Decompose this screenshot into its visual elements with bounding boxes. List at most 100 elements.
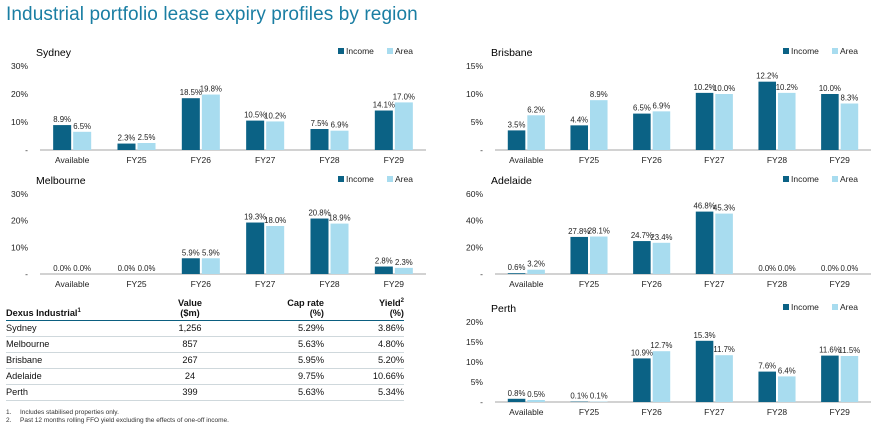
x-tick-label: FY29 [830,407,851,417]
cell-yield: 10.66% [324,368,404,385]
chart-title: Adelaide [491,175,532,187]
cell-cap-rate: 5.29% [232,320,324,337]
data-label-income: 0.8% [508,389,526,398]
bar-area [590,236,608,274]
data-label-income: 5.9% [182,248,200,257]
bar-area [715,94,733,150]
bar-area [394,267,413,274]
cell-value: 857 [148,336,232,353]
data-label-income: 20.8% [308,209,330,218]
data-label-income: 12.2% [756,72,778,81]
bar-area [527,400,545,402]
data-label-income: 4.4% [570,115,588,124]
data-label-area: 10.0% [713,84,735,93]
data-label-area: 28.1% [588,227,610,236]
x-tick-label: Available [55,155,90,165]
x-tick-label: FY27 [704,155,725,165]
legend-swatch-income [338,176,344,182]
bar-income [374,110,393,150]
chart-brisbane: Brisbane Income Area 15% 10% 5% - Available 3.5%… [466,46,871,165]
header-yield: Yield2 (%) [324,298,404,321]
bar-area [840,356,859,402]
y-tick-label: 20% [466,242,483,252]
data-label-income: 0.0% [53,264,71,273]
bar-income [821,355,839,402]
table-row: Melbourne 857 5.63% 4.80% [6,336,404,353]
x-tick-label: FY28 [767,155,788,165]
cell-region: Brisbane [6,352,148,369]
x-tick-label: Available [55,279,90,289]
x-tick-label: FY28 [767,407,788,417]
data-label-income: 10.2% [694,83,716,92]
y-tick-label: 30% [11,61,28,71]
cell-value: 399 [148,384,232,401]
data-label-area: 6.4% [778,366,796,375]
x-tick-label: FY26 [191,155,212,165]
bar-income [695,340,714,402]
data-label-area: 6.2% [527,105,545,114]
header-value: Value ($m) [148,298,232,321]
bar-income [374,266,393,274]
x-tick-label: FY26 [642,279,663,289]
bar-area [201,258,220,274]
data-label-area: 17.0% [393,92,415,101]
y-tick-label: 5% [471,377,484,387]
data-label-income: 46.8% [694,202,716,211]
y-tick-label: 20% [11,216,28,226]
cell-value: 267 [148,352,232,369]
y-tick-label: - [25,269,28,279]
data-label-area: 0.5% [527,390,545,399]
cell-cap-rate: 5.63% [232,336,324,353]
bar-income [310,218,329,274]
legend-label-income: Income [346,46,374,56]
legend-label-income: Income [791,302,819,312]
x-tick-label: FY25 [579,155,600,165]
bar-income [570,236,588,274]
bar-area [715,355,733,402]
data-label-area: 11.7% [713,345,735,354]
data-label-area: 12.7% [650,341,672,350]
legend-swatch-area [832,304,838,310]
table-header-row: Dexus Industrial1 Value ($m) Cap rate (%) … [6,298,404,321]
legend-label-area: Area [395,46,413,56]
header-cap-rate: Cap rate (%) [232,298,324,321]
data-label-area: 0.0% [841,264,859,273]
bar-area [652,351,671,402]
bar-area [394,102,413,150]
bar-area [715,213,733,274]
legend-label-income: Income [791,46,819,56]
y-tick-label: 10% [466,89,483,99]
cell-region: Sydney [6,320,148,337]
legend-label-income: Income [791,174,819,184]
bar-area [652,111,671,150]
data-label-area: 0.0% [73,264,91,273]
data-label-income: 10.5% [244,111,266,120]
y-tick-label: 10% [11,117,28,127]
x-tick-label: FY25 [579,279,600,289]
chart-sydney: Sydney Income Area30%20%10%-Available8.9%6… [11,46,426,165]
bar-area [201,94,220,150]
chart-adelaide: Adelaide Income Area 60% 40% 20% - Available 0.6… [466,174,871,289]
y-tick-label: 40% [466,216,483,226]
data-label-area: 2.3% [395,258,413,267]
bar-income [758,81,776,150]
page-title: Industrial portfolio lease expiry profil… [6,4,418,25]
bar-area [330,223,349,274]
cell-cap-rate: 9.75% [232,368,324,385]
x-tick-label: Available [509,407,544,417]
bar-income [246,222,265,274]
data-label-income: 11.6% [819,346,841,355]
bar-income [695,92,714,150]
data-label-area: 45.3% [713,204,735,213]
table-row: Sydney 1,256 5.29% 3.86% [6,320,404,337]
data-label-income: 27.8% [568,227,590,236]
footnote-2: 2. Past 12 months rolling FFO yield exclu… [6,417,229,424]
bar-area [330,130,349,150]
table-row: Adelaide 24 9.75% 10.66% [6,368,404,385]
x-tick-label: FY29 [830,279,851,289]
legend-label-income: Income [346,174,374,184]
legend-swatch-area [832,176,838,182]
data-label-area: 3.2% [527,260,545,269]
cell-yield: 5.20% [324,352,404,369]
chart-title: Sydney [36,47,72,59]
